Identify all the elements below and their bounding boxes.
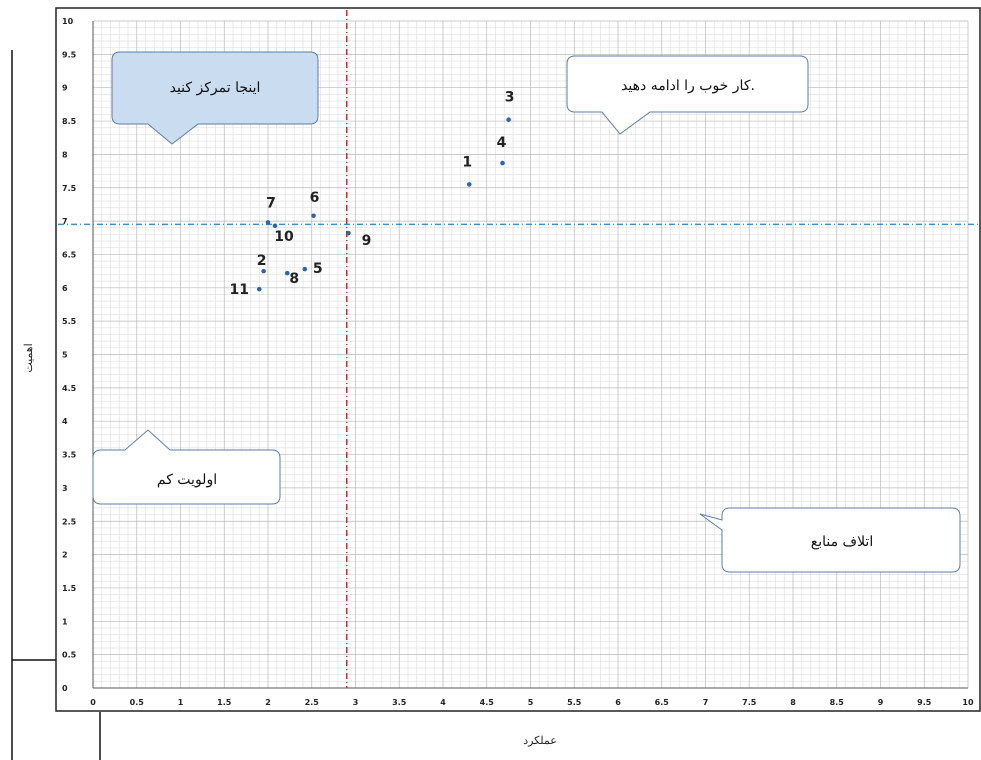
x-tick-label: 6.5 — [655, 698, 670, 707]
y-tick-label: 2 — [62, 551, 68, 560]
callout-focus-here: اینجا تمرکز کنید — [111, 51, 319, 145]
y-tick-label: 8 — [62, 150, 68, 159]
point-labels: 1 2 3 4 5 6 7 8 9 10 11 — [230, 90, 515, 298]
callout-low-priority: اولویت کم — [92, 429, 281, 505]
x-tick-label: 6 — [615, 698, 621, 707]
callout-keep-up-label: کار خوب را ادامه دهید. — [621, 78, 755, 94]
y-tick-label: 0.5 — [62, 651, 77, 660]
callout-waste-shape — [699, 507, 961, 573]
data-point-label-5: 5 — [313, 261, 323, 277]
x-tick-label: 9.5 — [917, 698, 932, 707]
y-tick-label: 9.5 — [62, 50, 77, 59]
x-tick-label: 1 — [178, 698, 184, 707]
data-point-label-9: 9 — [362, 233, 372, 249]
callout-keep-up-shape — [566, 55, 809, 135]
data-point-label-2: 2 — [257, 253, 267, 269]
y-tick-label: 8.5 — [62, 117, 77, 126]
data-point-label-11: 11 — [230, 282, 249, 298]
data-point-label-6: 6 — [310, 190, 320, 206]
x-axis-title: عملکرد — [523, 734, 557, 747]
y-tick-label: 2.5 — [62, 517, 77, 526]
y-tick-label: 6.5 — [62, 250, 77, 259]
data-point-1 — [466, 182, 472, 187]
callout-keep-up: کار خوب را ادامه دهید. — [566, 55, 809, 135]
data-point-5 — [302, 266, 308, 272]
y-tick-labels: 0 0.5 1 1.5 2 2.5 3 3.5 4 4.5 5 5.5 6 6.5 7 7.5 8 8.5 9 9.5… — [62, 17, 77, 693]
y-tick-label: 4 — [62, 417, 68, 426]
x-tick-label: 3 — [353, 698, 359, 707]
x-tick-label: 7 — [703, 698, 709, 707]
data-point-6 — [311, 213, 316, 219]
data-point-9 — [346, 230, 351, 236]
y-tick-label: 5 — [62, 351, 68, 360]
callout-waste-label: اتلاف منابع — [811, 534, 873, 550]
y-tick-label: 1 — [62, 617, 68, 626]
y-tick-label: 9 — [62, 84, 68, 93]
data-point-8 — [284, 270, 290, 276]
x-tick-label: 8.5 — [830, 698, 845, 707]
x-tick-label: 5.5 — [567, 698, 582, 707]
callout-low-priority-label: اولویت کم — [157, 472, 217, 488]
x-tick-label: 10 — [962, 698, 974, 707]
y-tick-label: 3.5 — [62, 451, 77, 460]
y-tick-label: 3 — [62, 484, 68, 493]
y-tick-label: 7 — [62, 217, 68, 226]
data-point-label-4: 4 — [497, 135, 507, 151]
y-tick-label: 4.5 — [62, 384, 77, 393]
data-point-label-1: 1 — [462, 154, 472, 170]
plot-frame — [55, 7, 981, 712]
y-tick-label: 6 — [62, 284, 68, 293]
x-tick-label: 7.5 — [742, 698, 757, 707]
data-points — [256, 117, 511, 292]
x-tick-label: 9 — [878, 698, 884, 707]
data-point-3 — [506, 117, 511, 123]
x-tick-label: 5 — [528, 698, 534, 707]
x-tick-label: 3.5 — [392, 698, 407, 707]
x-tick-label: 4.5 — [480, 698, 495, 707]
data-point-label-10: 10 — [274, 229, 294, 245]
callout-focus-shape — [111, 51, 319, 145]
x-tick-label: 1.5 — [217, 698, 232, 707]
x-tick-label: 8 — [790, 698, 796, 707]
x-tick-label: 2 — [265, 698, 271, 707]
callout-low-priority-shape — [92, 429, 281, 505]
data-point-4 — [500, 160, 505, 166]
x-tick-label: 2.5 — [305, 698, 320, 707]
x-tick-label: 0.5 — [130, 698, 145, 707]
data-point-label-3: 3 — [505, 90, 515, 106]
data-point-label-8: 8 — [289, 271, 299, 287]
y-tick-label: 7.5 — [62, 184, 77, 193]
y-tick-label: 5.5 — [62, 317, 77, 326]
callout-focus-label: اینجا تمرکز کنید — [170, 80, 261, 96]
y-tick-label: 1.5 — [62, 584, 77, 593]
x-tick-label: 4 — [440, 698, 446, 707]
data-point-11 — [256, 286, 262, 292]
y-tick-label: 10 — [62, 17, 74, 26]
data-point-7 — [265, 220, 271, 225]
y-tick-label: 0 — [62, 684, 68, 693]
callout-waste: اتلاف منابع — [699, 507, 961, 573]
data-point-label-7: 7 — [266, 195, 276, 211]
y-axis-title: اهمیت — [22, 343, 35, 372]
x-tick-label: 0 — [90, 698, 96, 707]
data-point-2 — [261, 268, 266, 274]
x-tick-labels: 0 0.5 1 1.5 2 2.5 3 3.5 4 4.5 5 5.5 6 6.5 7 7.5 8 8.5 9 9.5… — [90, 698, 974, 707]
data-point-10 — [272, 223, 278, 229]
